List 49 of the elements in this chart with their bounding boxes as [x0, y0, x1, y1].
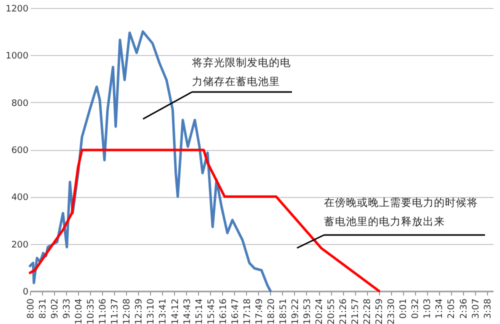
annotation: 将弃光限制发电的电力储存在蓄电池里 — [191, 56, 291, 88]
x-tick-label: 18:20 — [266, 298, 277, 324]
x-tick-label: 3:38 — [483, 298, 494, 319]
x-tick-label: 12:39 — [134, 298, 145, 324]
x-tick-label: 14:12 — [170, 298, 181, 324]
x-tick-label: 12:08 — [122, 298, 133, 324]
y-tick-label: 800 — [11, 98, 29, 109]
x-tick-label: 1:03 — [423, 298, 434, 319]
x-tick-label: 19:53 — [302, 298, 313, 324]
x-tick-label: 2:05 — [447, 298, 458, 319]
x-tick-label: 10:35 — [86, 298, 97, 324]
x-tick-label: 20:55 — [327, 298, 338, 324]
x-tick-label: 8:31 — [38, 298, 49, 319]
x-tick-label: 13:41 — [158, 298, 169, 324]
x-tick-label: 10:04 — [74, 298, 85, 324]
x-tick-label: 1:34 — [435, 298, 446, 319]
y-tick-label: 0 — [22, 288, 29, 298]
x-tick-label: 17:18 — [242, 298, 253, 324]
x-tick-label: 21:57 — [351, 298, 362, 324]
y-tick-label: 600 — [11, 146, 29, 156]
annotation: 在傍晚或晚上需要电力的时候将蓄电池里的电力释放出来 — [324, 196, 478, 228]
x-tick-label: 14:43 — [182, 298, 193, 324]
x-tick-label: 22:28 — [363, 298, 374, 324]
y-tick-label: 1200 — [6, 4, 29, 14]
line-series — [28, 148, 380, 292]
x-tick-label: 18:51 — [278, 298, 289, 324]
x-tick-label: 0:32 — [411, 298, 422, 319]
x-tick-label: 15:45 — [206, 298, 217, 324]
y-tick-label: 400 — [11, 193, 29, 204]
y-tick-label: 1000 — [6, 52, 29, 62]
x-tick-label: 20:24 — [315, 298, 326, 324]
y-tick-label: 200 — [11, 240, 29, 250]
x-tick-label: 16:47 — [230, 298, 241, 324]
x-tick-label: 13:10 — [146, 298, 157, 324]
x-tick-label: 11:37 — [110, 298, 121, 324]
x-tick-label: 17:49 — [254, 298, 265, 324]
x-tick-label: 8:00 — [26, 298, 36, 319]
x-tick-label: 23:30 — [387, 298, 398, 324]
x-tick-label: 15:14 — [194, 298, 205, 324]
x-tick-label: 19:22 — [290, 298, 301, 324]
x-tick-label: 3:07 — [471, 298, 482, 319]
x-tick-label: 9:02 — [50, 298, 61, 319]
x-tick-label: 0:01 — [399, 298, 410, 319]
x-tick-label: 22:59 — [375, 298, 386, 324]
x-tick-label: 11:06 — [98, 298, 109, 324]
x-tick-label: 21:26 — [339, 298, 350, 324]
x-tick-label: 16:16 — [218, 298, 229, 324]
x-tick-label: 2:36 — [459, 298, 470, 319]
x-tick-label: 9:33 — [62, 298, 73, 319]
